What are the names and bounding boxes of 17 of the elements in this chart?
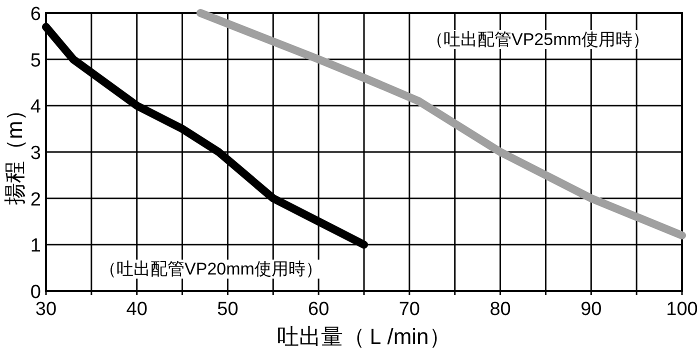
y-tick-label: 2 [30, 189, 41, 210]
x-tick-label: 80 [490, 299, 511, 320]
y-axis-title: 揚程（m） [2, 98, 27, 206]
x-tick-label: 40 [126, 299, 148, 320]
series-label: （吐出配管VP20mm使用時） [100, 260, 322, 279]
y-tick-label: 6 [30, 4, 41, 25]
y-tick-label: 4 [30, 96, 42, 118]
y-tick-label: 1 [30, 236, 41, 257]
x-tick-label: 100 [666, 299, 698, 320]
x-tick-label: 70 [398, 299, 420, 320]
x-tick-label: 60 [308, 299, 330, 320]
x-tick-label: 90 [580, 299, 602, 320]
y-tick-label: 3 [30, 143, 41, 164]
text: （吐出配管VP25mm使用時） [426, 30, 650, 50]
x-tick-label: 50 [217, 299, 238, 320]
y-tick-label: 5 [30, 50, 41, 72]
x-axis-title: 吐出量（Ｌ/min） [277, 324, 451, 349]
